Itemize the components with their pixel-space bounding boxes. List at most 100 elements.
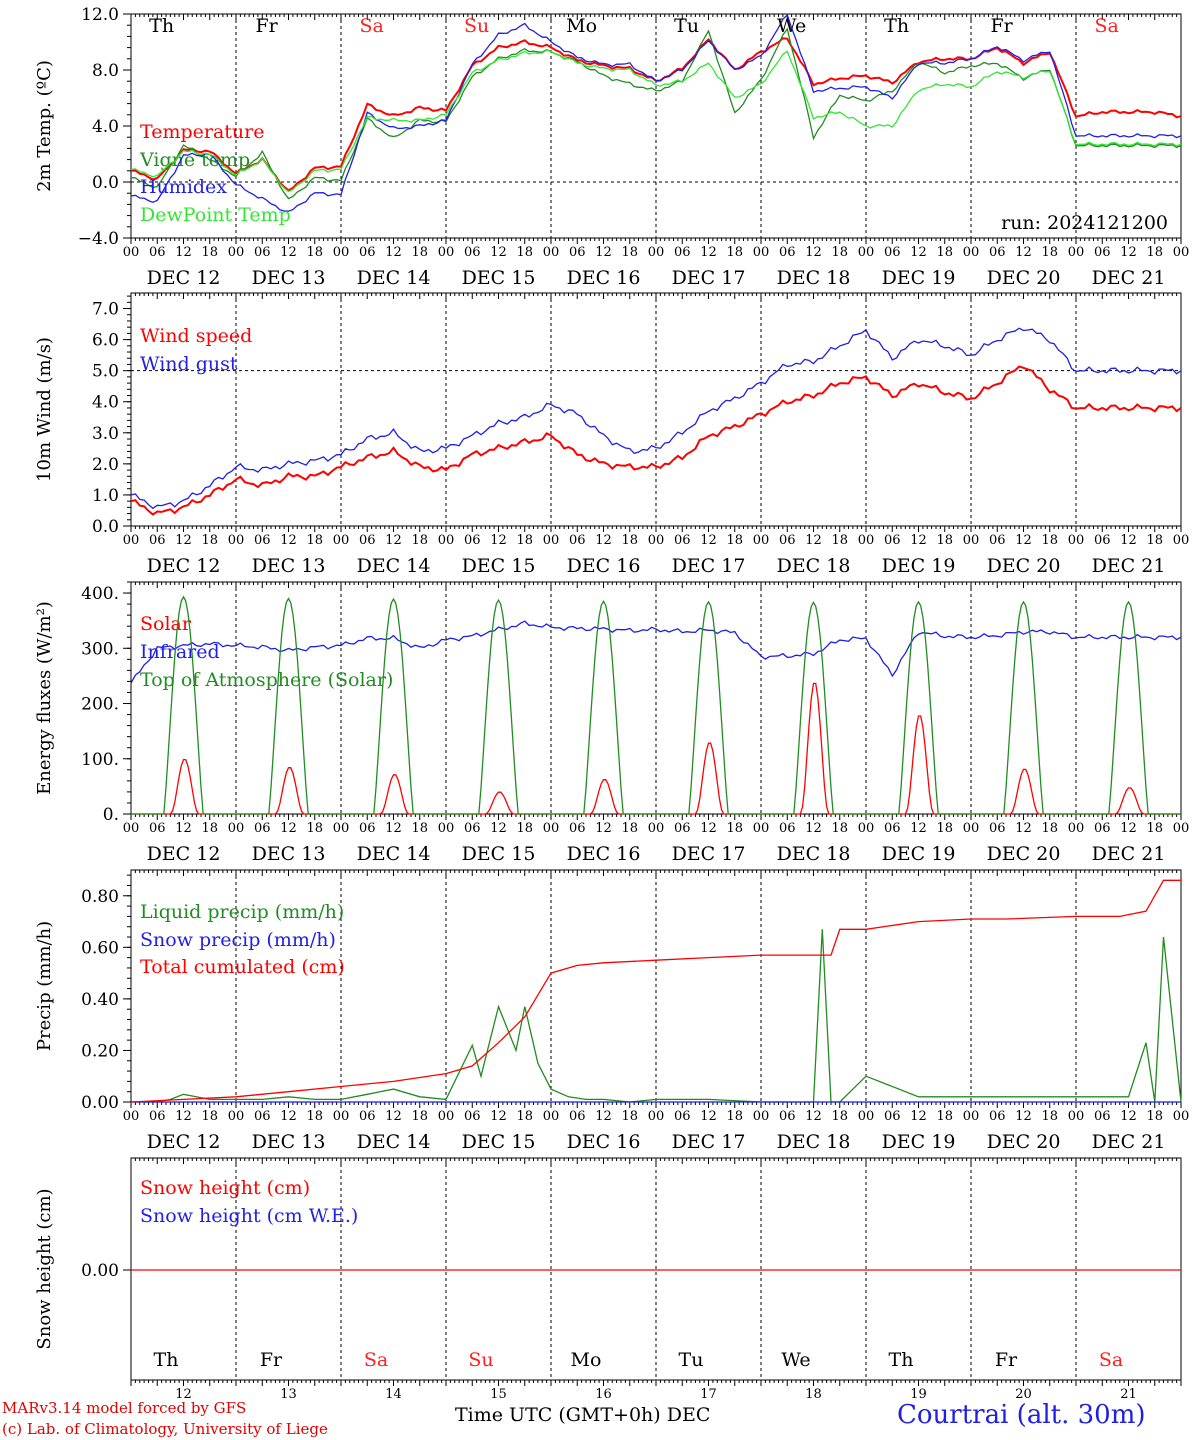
y-tick-label-p3-1: 100. (81, 750, 119, 770)
hour-label-p1-84: 12 (490, 245, 507, 260)
hour-label-p2-78: 06 (464, 533, 481, 548)
hour-label-p2-48: 00 (333, 533, 350, 548)
hour-label-p4-234: 18 (1146, 1109, 1163, 1124)
hour-label-p4-108: 12 (595, 1109, 612, 1124)
legend-entry-p1-3: DewPoint Temp (140, 204, 291, 226)
hour-label-p3-210: 18 (1041, 821, 1058, 836)
day-label-p2-4: DEC 16 (567, 555, 641, 577)
hour-label-p1-138: 18 (726, 245, 743, 260)
y-axis-label-p1: 2m Temp. (ºC) (34, 60, 55, 192)
hour-label-p4-90: 18 (516, 1109, 533, 1124)
hour-label-p3-66: 18 (411, 821, 428, 836)
hour-label-p4-18: 18 (201, 1109, 218, 1124)
hour-label-p1-102: 06 (569, 245, 586, 260)
hour-label-p2-180: 12 (910, 533, 927, 548)
y-tick-label-p2-5: 5.0 (92, 362, 119, 382)
weekday-label-p5-8: Fr (995, 1349, 1018, 1371)
hour-label-p2-150: 06 (779, 533, 796, 548)
day-label-p3-7: DEC 19 (882, 843, 956, 865)
weekday-label-p5-9: Sa (1099, 1349, 1123, 1371)
hour-label-p2-228: 12 (1120, 533, 1137, 548)
hour-label-p1-108: 12 (595, 245, 612, 260)
y-tick-label-p2-1: 1.0 (92, 486, 119, 506)
day-number-8: 20 (1015, 1387, 1032, 1402)
weekday-label-p1-5: Tu (674, 15, 699, 37)
hour-label-p2-90: 18 (516, 533, 533, 548)
hour-label-p3-234: 18 (1146, 821, 1163, 836)
y-tick-label-p1-3: 8.0 (92, 61, 119, 81)
hour-label-p1-30: 06 (254, 245, 271, 260)
hour-label-p2-108: 12 (595, 533, 612, 548)
y-axis-label-p2: 10m Wind (m/s) (34, 337, 55, 482)
hour-label-p2-234: 18 (1146, 533, 1163, 548)
hour-label-p3-216: 00 (1068, 821, 1085, 836)
day-number-0: 12 (175, 1387, 192, 1402)
hour-label-p4-54: 06 (359, 1109, 376, 1124)
day-label-p2-9: DEC 21 (1092, 555, 1166, 577)
hour-label-p4-228: 12 (1120, 1109, 1137, 1124)
day-label-p3-8: DEC 20 (987, 843, 1061, 865)
hour-label-p2-204: 12 (1015, 533, 1032, 548)
legend-entry-p1-0: Temperature (140, 121, 264, 143)
hour-label-p4-96: 00 (543, 1109, 560, 1124)
hour-label-p1-6: 06 (149, 245, 166, 260)
y-tick-label-p1-4: 12.0 (81, 5, 119, 25)
day-label-p1-4: DEC 16 (567, 267, 641, 289)
hour-label-p3-18: 18 (201, 821, 218, 836)
day-number-5: 17 (700, 1387, 717, 1402)
hour-label-p4-168: 00 (858, 1109, 875, 1124)
hour-label-p4-162: 18 (831, 1109, 848, 1124)
day-label-p2-0: DEC 12 (147, 555, 221, 577)
hour-label-p2-174: 06 (884, 533, 901, 548)
hour-label-p2-54: 06 (359, 533, 376, 548)
hour-label-p4-72: 00 (438, 1109, 455, 1124)
legend-entry-p4-0: Liquid precip (mm/h) (140, 901, 344, 923)
y-tick-label-p2-0: 0.0 (92, 517, 119, 537)
y-tick-label-p5-0: 0.00 (81, 1261, 119, 1281)
hour-label-p2-126: 06 (674, 533, 691, 548)
hour-label-p3-126: 06 (674, 821, 691, 836)
hour-label-p1-66: 18 (411, 245, 428, 260)
y-tick-label-p3-0: 0. (103, 805, 119, 825)
day-label-p3-4: DEC 16 (567, 843, 641, 865)
model-credit: MARv3.14 model forced by GFS (2, 1399, 247, 1417)
weekday-label-p5-5: Tu (679, 1349, 704, 1371)
hour-label-p1-12: 12 (175, 245, 192, 260)
hour-label-p4-240: 00 (1173, 1109, 1190, 1124)
hour-label-p4-144: 00 (753, 1109, 770, 1124)
station-label: Courtrai (alt. 30m) (897, 1400, 1146, 1430)
day-label-p3-3: DEC 15 (462, 843, 536, 865)
y-tick-label-p2-4: 4.0 (92, 393, 119, 413)
hour-label-p1-156: 12 (805, 245, 822, 260)
hour-label-p1-78: 06 (464, 245, 481, 260)
hour-label-p3-72: 00 (438, 821, 455, 836)
hour-label-p3-156: 12 (805, 821, 822, 836)
hour-label-p4-12: 12 (175, 1109, 192, 1124)
hour-label-p4-180: 12 (910, 1109, 927, 1124)
day-label-p2-2: DEC 14 (357, 555, 431, 577)
hour-label-p2-144: 00 (753, 533, 770, 548)
y-axis-label-p4: Precip (mm/h) (34, 921, 55, 1051)
hour-label-p1-72: 00 (438, 245, 455, 260)
hour-label-p3-90: 18 (516, 821, 533, 836)
hour-label-p3-174: 06 (884, 821, 901, 836)
y-tick-label-p4-0: 0.00 (81, 1093, 119, 1113)
day-label-p3-1: DEC 13 (252, 843, 326, 865)
day-label-p1-2: DEC 14 (357, 267, 431, 289)
hour-label-p3-150: 06 (779, 821, 796, 836)
weekday-label-p1-6: We (777, 15, 806, 37)
hour-label-p1-228: 12 (1120, 245, 1137, 260)
day-label-p2-8: DEC 20 (987, 555, 1061, 577)
y-tick-label-p4-3: 0.60 (81, 938, 119, 958)
weekday-label-p1-2: Sa (359, 15, 383, 37)
y-tick-label-p4-2: 0.40 (81, 990, 119, 1010)
hour-label-p2-138: 18 (726, 533, 743, 548)
hour-label-p1-186: 18 (936, 245, 953, 260)
hour-label-p4-42: 18 (306, 1109, 323, 1124)
hour-label-p3-204: 12 (1015, 821, 1032, 836)
hour-label-p4-126: 06 (674, 1109, 691, 1124)
hour-label-p1-90: 18 (516, 245, 533, 260)
time-axis-label: Time UTC (GMT+0h) DEC (455, 1404, 711, 1426)
hour-label-p2-216: 00 (1068, 533, 1085, 548)
legend-entry-p5-0: Snow height (cm) (140, 1177, 310, 1199)
